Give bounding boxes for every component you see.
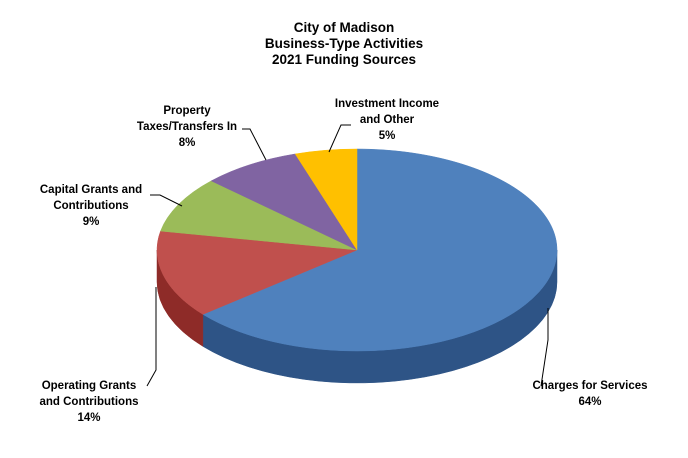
leader-line-1 (146, 287, 157, 387)
slice-label-2-1: Contributions (53, 200, 128, 212)
slice-label-4-0: Investment Income (335, 98, 439, 110)
slice-pct-2: 9% (83, 216, 100, 228)
slice-label-1-0: Operating Grants (42, 380, 137, 392)
pie-slice-3 (210, 153, 358, 251)
slice-label-3-0: Property (163, 105, 211, 117)
slice-pct-0: 64% (578, 396, 601, 408)
slice-pct-1: 14% (77, 412, 100, 424)
leader-line-4 (328, 124, 351, 153)
pie-slice-4 (294, 148, 358, 251)
chart-title-line-2: Business-Type Activities (264, 36, 424, 51)
chart-title-line-3: 2021 Funding Sources (271, 52, 417, 67)
chart-title-line-1: City of Madison (293, 20, 395, 35)
slice-label-4-1: and Other (360, 114, 415, 126)
slice-label-1-1: and Contributions (39, 396, 138, 408)
pie-labels: Charges for Services 64% Operating Grants a… (39, 98, 647, 424)
pie-slice-0 (202, 148, 558, 352)
leader-line-2 (150, 194, 183, 207)
leader-line-0 (540, 308, 549, 387)
slice-label-0-0: Charges for Services (532, 380, 647, 392)
pie-slice-1 (156, 230, 358, 315)
slice-pct-4: 5% (379, 130, 396, 142)
chart-title: City of Madison Business-Type Activities… (0, 20, 688, 68)
slice-label-2-0: Capital Grants and (40, 184, 142, 196)
slice-label-3-1: Taxes/Transfers In (137, 121, 237, 133)
leader-line-3 (242, 128, 267, 161)
slice-pct-3: 8% (179, 137, 196, 149)
pie-top (156, 148, 558, 352)
